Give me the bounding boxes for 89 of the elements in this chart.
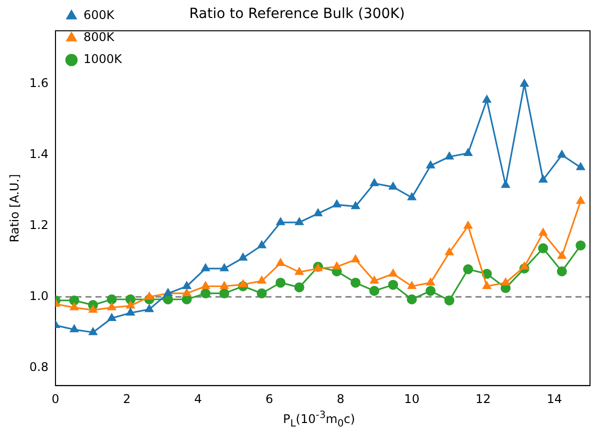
point <box>369 286 380 296</box>
point <box>501 180 510 188</box>
point <box>482 94 492 103</box>
point <box>351 201 360 210</box>
y-tick-label: 1.2 <box>29 218 48 232</box>
point <box>70 324 79 332</box>
point <box>107 302 116 310</box>
point <box>69 295 80 306</box>
point <box>238 252 248 261</box>
point <box>576 196 586 204</box>
point <box>426 278 435 286</box>
point <box>426 286 436 296</box>
x-tick-label: 6 <box>265 392 274 406</box>
point <box>200 288 211 298</box>
point <box>88 327 98 336</box>
point <box>294 217 304 226</box>
point <box>201 264 210 272</box>
point <box>538 243 548 254</box>
point <box>126 300 135 309</box>
point <box>407 192 416 200</box>
y-tick-label: 1.4 <box>29 147 48 162</box>
point <box>294 282 304 292</box>
legend-label: 800K <box>83 30 116 44</box>
point <box>464 148 472 156</box>
point <box>444 295 454 306</box>
point <box>332 262 342 270</box>
point <box>557 150 566 158</box>
point <box>538 228 548 236</box>
point <box>426 160 435 168</box>
x-tick-label: 12 <box>475 392 491 406</box>
point <box>70 302 79 310</box>
point <box>332 200 342 208</box>
point <box>88 305 98 313</box>
point <box>106 294 117 304</box>
point <box>388 268 398 277</box>
point <box>276 258 285 266</box>
point <box>126 308 135 316</box>
point <box>406 294 417 304</box>
point <box>182 281 192 290</box>
point <box>520 79 529 87</box>
y-tick-label: 0.8 <box>29 360 48 374</box>
point <box>314 208 322 216</box>
chart-title: Ratio to Reference Bulk (300K) <box>189 6 405 22</box>
point <box>464 220 472 229</box>
point <box>576 240 586 250</box>
point <box>350 278 361 288</box>
point <box>463 264 474 274</box>
point <box>144 304 154 312</box>
point <box>388 280 398 290</box>
point <box>238 279 248 288</box>
x-tick-label: 2 <box>122 392 131 406</box>
point <box>520 262 529 270</box>
point <box>538 174 548 183</box>
y-tick-label: 1.0 <box>29 289 48 304</box>
point <box>220 264 229 272</box>
x-tick-label: 8 <box>336 392 344 406</box>
point <box>444 248 454 256</box>
point <box>182 288 192 296</box>
x-tick-label: 0 <box>52 392 60 406</box>
point <box>370 276 379 284</box>
point <box>257 276 266 284</box>
point <box>388 182 398 190</box>
point <box>219 288 230 298</box>
point <box>482 281 492 290</box>
point <box>201 281 210 290</box>
point <box>501 278 510 286</box>
point <box>370 178 379 186</box>
point <box>576 162 586 170</box>
point <box>256 288 267 298</box>
point <box>294 267 304 275</box>
y-tick-label: 1.6 <box>29 76 48 90</box>
point <box>276 278 286 288</box>
point <box>444 152 454 160</box>
y-axis-title: Ratio [A.U.] <box>7 174 22 242</box>
point <box>556 266 567 276</box>
point <box>351 254 360 262</box>
legend-label: 600K <box>83 8 116 22</box>
x-axis-title: P$_{L}$(10$^{-3}$m$_{0}$c) <box>282 410 356 430</box>
point <box>220 281 229 290</box>
point <box>407 281 416 290</box>
x-tick-label: 4 <box>194 392 202 406</box>
point <box>276 217 285 226</box>
point <box>557 251 566 259</box>
legend-label: 1000K <box>83 52 124 66</box>
point <box>144 292 154 300</box>
point <box>107 313 116 321</box>
point <box>257 240 266 248</box>
x-tick-label: 10 <box>404 392 420 406</box>
x-tick-label: 14 <box>546 392 562 406</box>
